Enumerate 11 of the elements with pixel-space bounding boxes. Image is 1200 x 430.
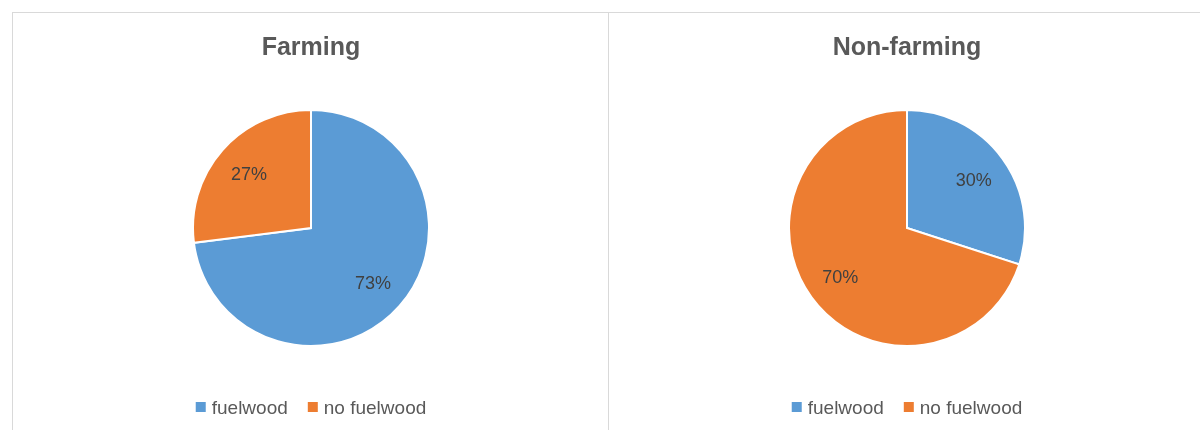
chart-title: Non-farming	[832, 32, 982, 60]
legend-label: no fuelwood	[919, 396, 1023, 418]
data-label: 30%	[955, 169, 992, 190]
legend-label: no fuelwood	[323, 396, 427, 418]
chart-title: Farming	[261, 32, 361, 60]
pie-slice	[192, 109, 430, 347]
data-label: 73%	[354, 272, 391, 293]
legend-label: fuelwood	[807, 396, 884, 418]
legend-label: fuelwood	[211, 396, 288, 418]
data-label: 70%	[822, 266, 859, 287]
data-label: 27%	[231, 163, 268, 184]
